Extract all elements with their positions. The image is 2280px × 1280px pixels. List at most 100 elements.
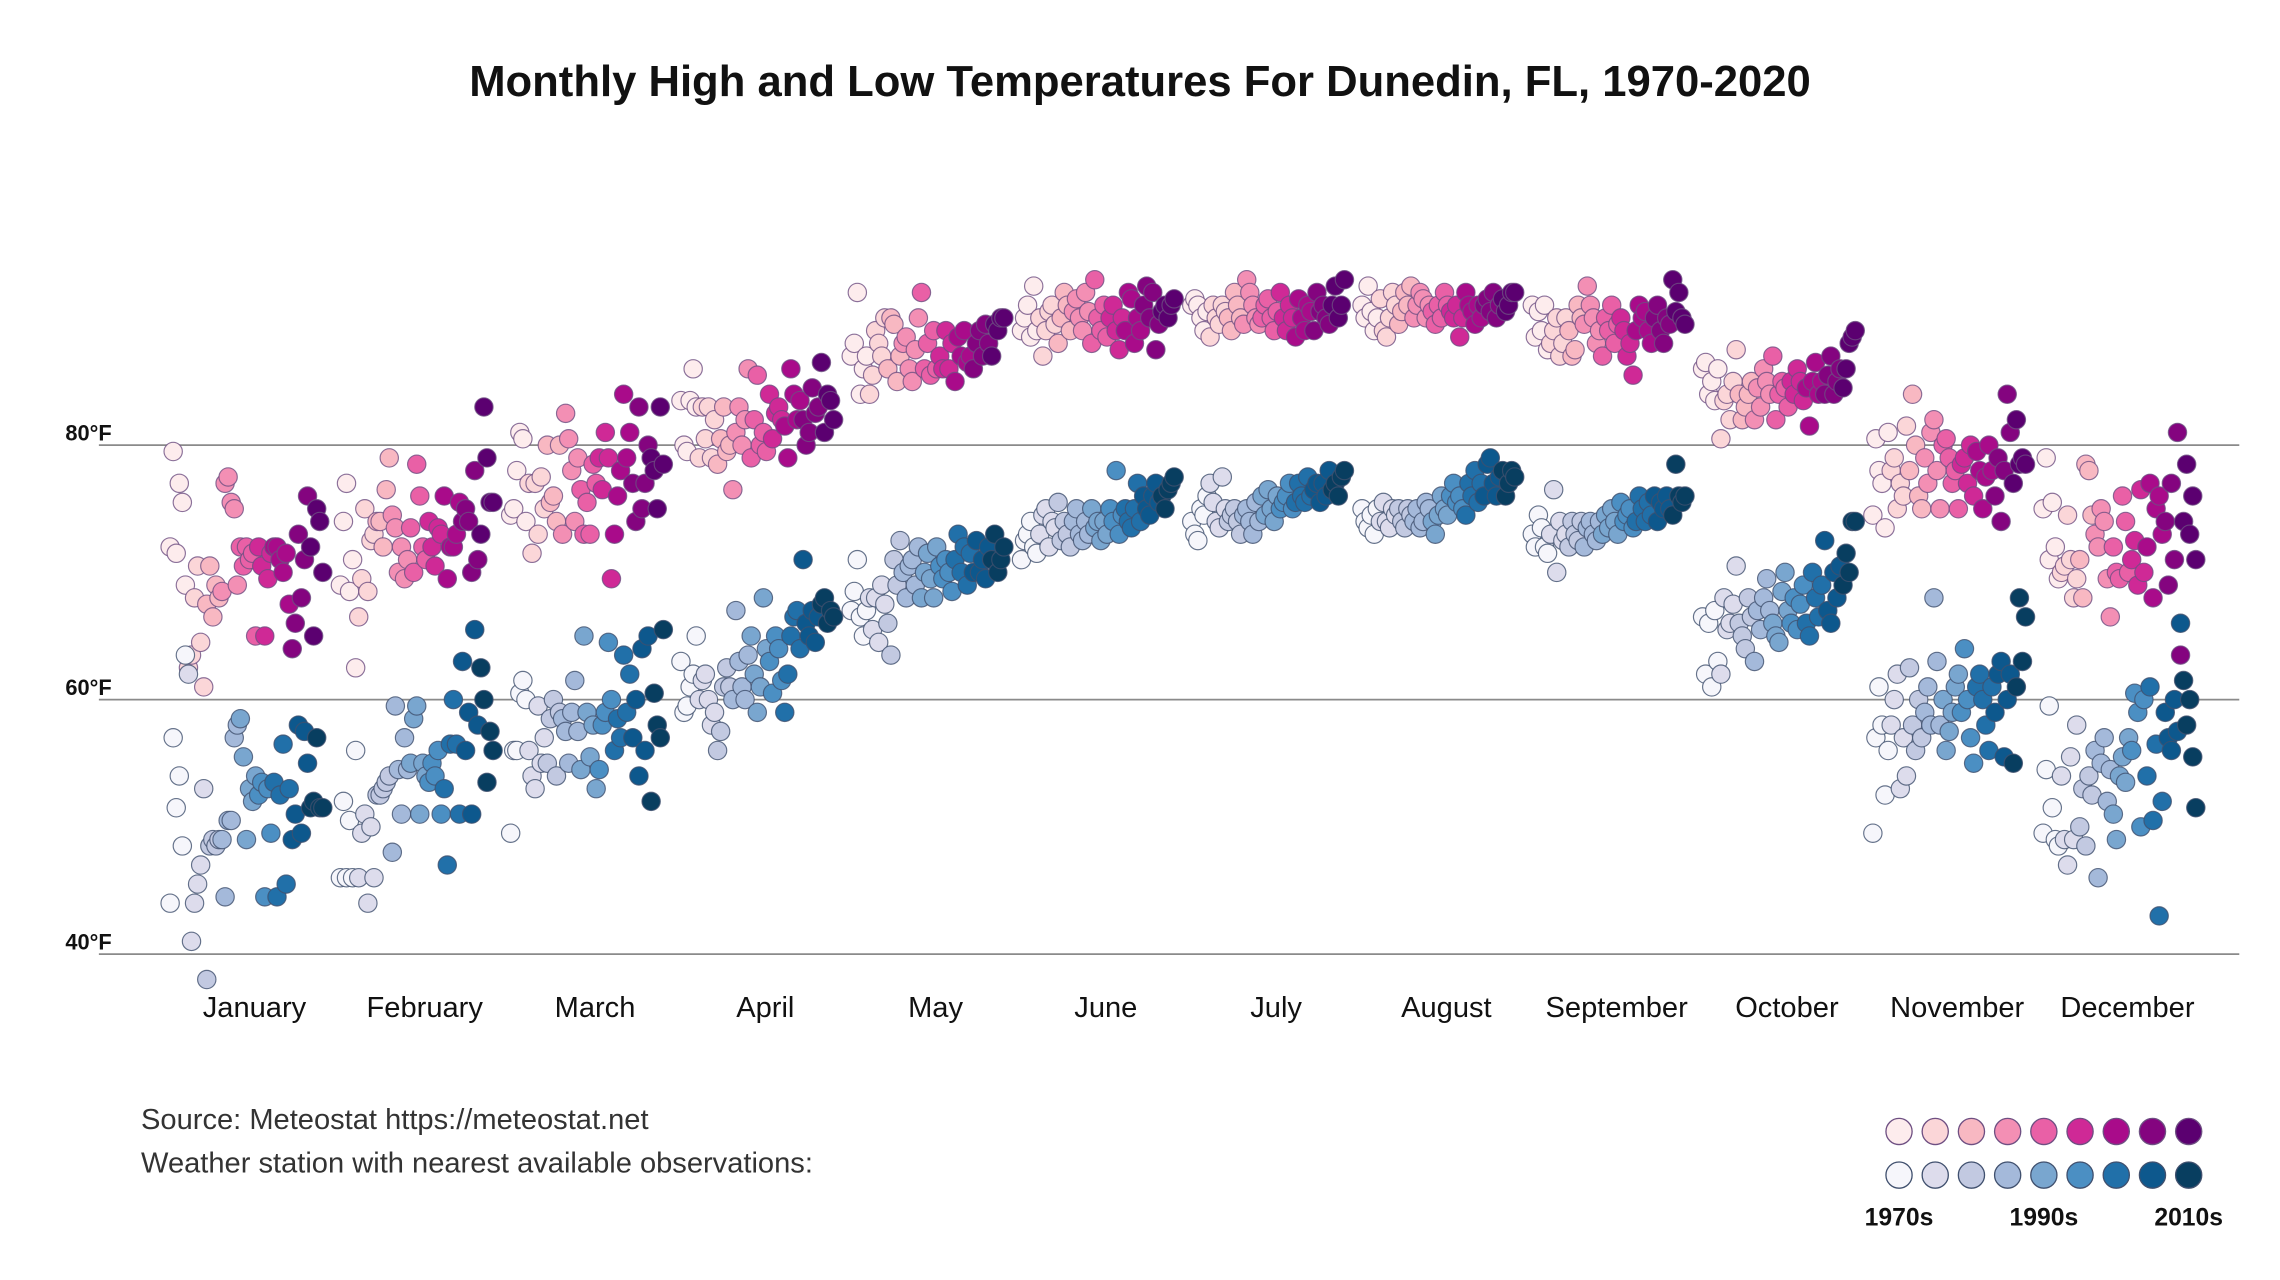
high-point bbox=[303, 626, 324, 646]
low-point bbox=[471, 658, 491, 678]
low-point bbox=[1899, 658, 1920, 678]
high-point bbox=[376, 479, 396, 500]
low-point bbox=[1711, 664, 1731, 684]
low-point bbox=[2121, 740, 2142, 761]
low-point bbox=[1726, 556, 1746, 576]
high-point bbox=[2066, 569, 2087, 589]
low-point bbox=[1164, 467, 1184, 487]
legend-swatch-low bbox=[1921, 1161, 1949, 1189]
high-point bbox=[227, 575, 248, 595]
low-point bbox=[236, 829, 257, 850]
high-point bbox=[884, 314, 904, 335]
low-point bbox=[847, 549, 868, 570]
low-point bbox=[1799, 626, 1820, 646]
high-point bbox=[1833, 378, 1853, 398]
high-point bbox=[437, 569, 458, 589]
high-point bbox=[580, 524, 600, 544]
low-point bbox=[2079, 766, 2099, 786]
high-point bbox=[273, 562, 293, 583]
high-point bbox=[2176, 454, 2197, 474]
low-point bbox=[431, 804, 451, 824]
high-point bbox=[172, 492, 193, 513]
high-point bbox=[620, 422, 640, 443]
high-point bbox=[218, 467, 238, 487]
x-tick-label: March bbox=[555, 992, 636, 1024]
low-point bbox=[2066, 715, 2087, 735]
low-point bbox=[1048, 492, 1068, 513]
low-point bbox=[333, 791, 354, 812]
high-point bbox=[945, 371, 965, 392]
x-tick-label: June bbox=[1074, 992, 1137, 1024]
high-point bbox=[345, 658, 366, 678]
low-point bbox=[868, 632, 889, 653]
low-point bbox=[1954, 638, 1975, 659]
high-point bbox=[1726, 339, 1746, 360]
low-point bbox=[2060, 747, 2081, 767]
low-point bbox=[364, 868, 384, 888]
high-point bbox=[2121, 549, 2142, 570]
x-tick-label: October bbox=[1735, 992, 1839, 1024]
low-point bbox=[2057, 855, 2078, 875]
low-point bbox=[710, 721, 731, 742]
high-point bbox=[483, 492, 503, 513]
high-point bbox=[555, 403, 576, 424]
low-point bbox=[175, 645, 196, 665]
legend-swatch-low bbox=[2030, 1161, 2058, 1189]
low-point bbox=[1896, 766, 1917, 786]
legend: 1970s 1990s 2010s bbox=[1865, 1117, 2223, 1231]
low-point bbox=[443, 689, 464, 710]
high-point bbox=[285, 613, 306, 634]
low-point bbox=[1328, 486, 1349, 506]
x-tick-label: January bbox=[203, 992, 307, 1024]
high-point bbox=[1675, 314, 1695, 335]
low-point bbox=[635, 740, 655, 761]
high-point bbox=[1836, 359, 1856, 379]
low-point bbox=[1939, 721, 1959, 742]
high-point bbox=[2042, 492, 2063, 513]
low-point bbox=[2003, 753, 2024, 773]
grid: 40°F 60°F 80°F January February March April May… bbox=[65, 421, 2240, 1024]
low-point bbox=[513, 670, 533, 691]
low-point bbox=[1775, 562, 1795, 583]
high-point bbox=[190, 632, 211, 653]
high-point bbox=[2073, 588, 2093, 608]
low-point bbox=[306, 728, 327, 748]
low-point bbox=[1918, 677, 1938, 697]
legend-swatch-high bbox=[1993, 1117, 2022, 1146]
high-point bbox=[373, 537, 393, 557]
low-point bbox=[1863, 823, 1883, 843]
low-point bbox=[586, 778, 606, 799]
low-point bbox=[875, 594, 895, 614]
low-point bbox=[704, 702, 725, 723]
low-point bbox=[2106, 829, 2127, 850]
high-point bbox=[820, 390, 841, 411]
high-point bbox=[908, 308, 929, 328]
high-point bbox=[2036, 448, 2056, 468]
high-point bbox=[458, 511, 479, 532]
low-point bbox=[2149, 906, 2169, 926]
low-point bbox=[629, 766, 649, 786]
high-point bbox=[310, 511, 330, 532]
high-point bbox=[1924, 409, 1944, 430]
high-point bbox=[1896, 416, 1917, 436]
low-point bbox=[890, 530, 910, 551]
high-point bbox=[981, 346, 1002, 366]
low-point bbox=[2183, 747, 2203, 767]
legend-label: 1990s bbox=[2010, 1204, 2079, 1231]
high-point bbox=[163, 441, 183, 462]
high-point bbox=[1884, 448, 1904, 468]
x-tick-label: November bbox=[1890, 992, 2024, 1024]
low-point bbox=[2094, 728, 2114, 748]
high-point bbox=[406, 454, 427, 474]
high-point bbox=[333, 511, 354, 532]
high-point bbox=[595, 422, 616, 443]
low-point bbox=[1212, 467, 1233, 487]
low-point bbox=[735, 689, 755, 710]
low-point bbox=[2115, 772, 2136, 793]
legend-swatch-high bbox=[1885, 1117, 1913, 1146]
low-point bbox=[1811, 575, 1832, 595]
high-point bbox=[1146, 339, 1166, 360]
low-point bbox=[160, 893, 180, 913]
high-point bbox=[282, 638, 303, 659]
